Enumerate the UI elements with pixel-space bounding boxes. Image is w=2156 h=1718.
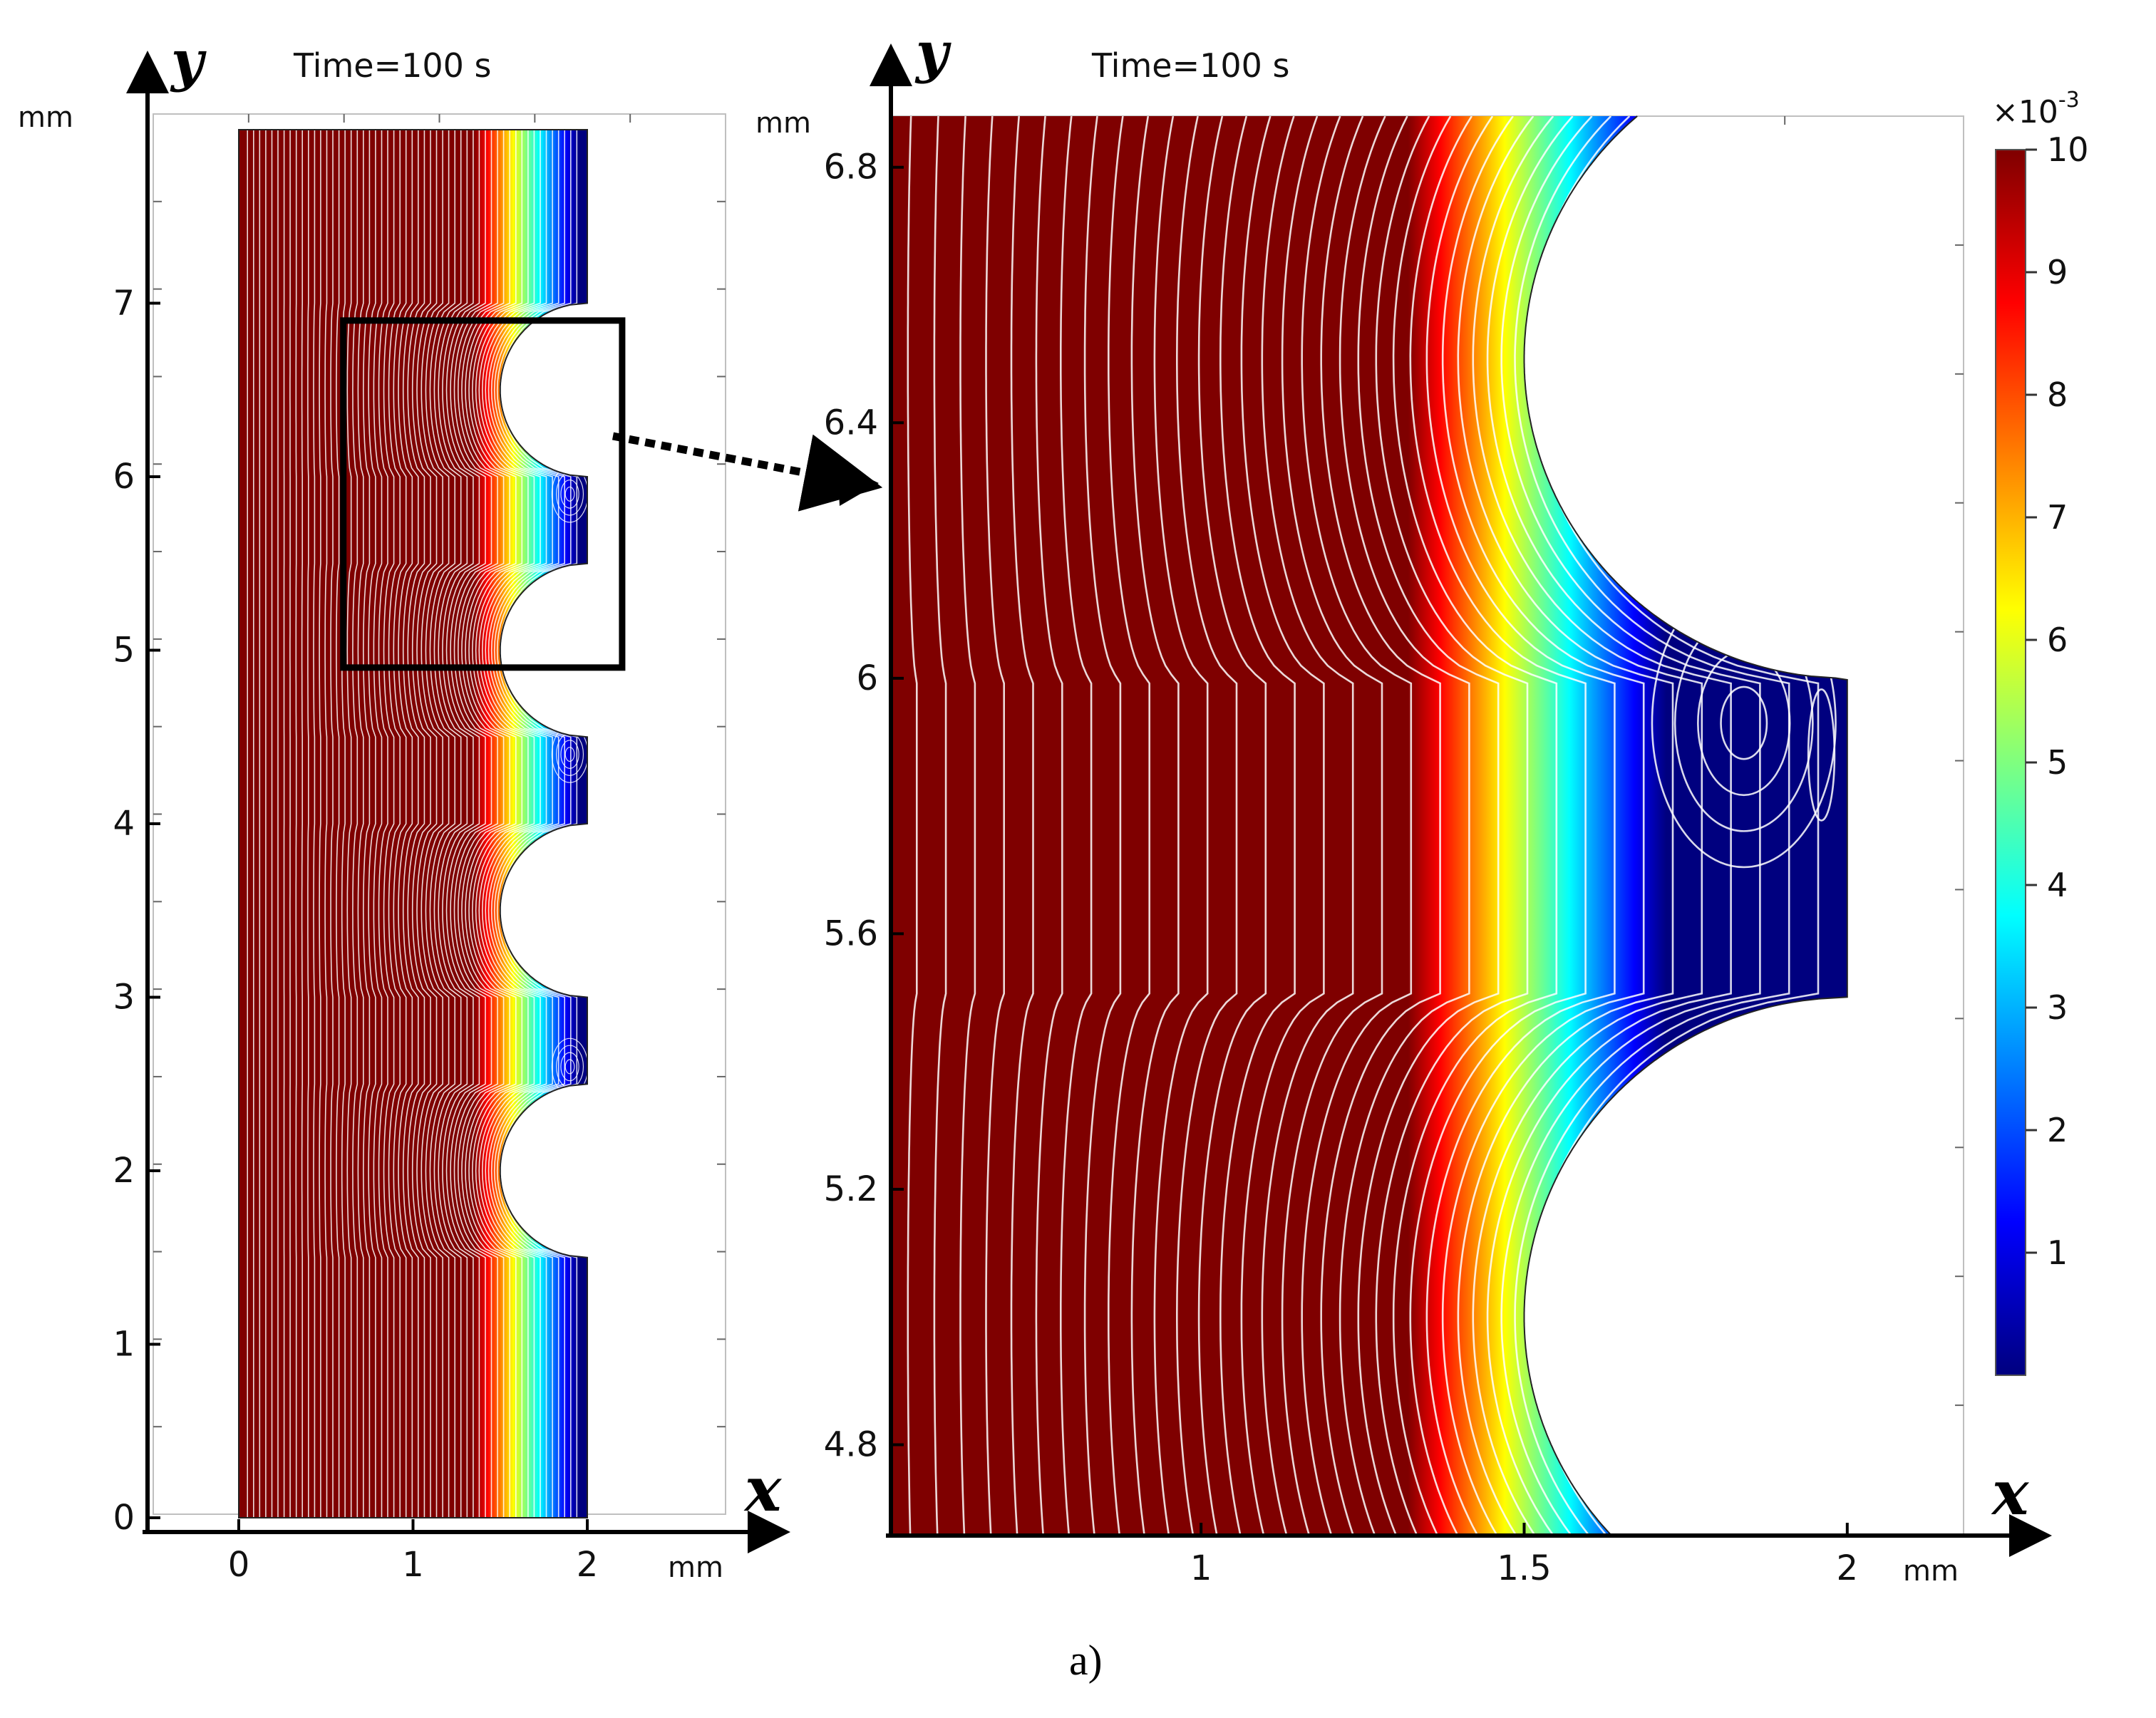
colorbar-tick-label: 7 — [2047, 498, 2068, 537]
x-tick-label: 0 — [228, 1545, 250, 1585]
colorbar-tick-label: 1 — [2047, 1233, 2068, 1272]
x-tick-label: 2 — [577, 1545, 599, 1585]
y-tick-label: 6 — [856, 658, 878, 698]
left-y-ticks: 0 1 2 3 4 5 6 7 — [113, 284, 160, 1538]
left-y-unit: mm — [18, 101, 73, 134]
right-streamlines — [907, 116, 1820, 1534]
right-y-unit: mm — [755, 107, 811, 140]
x-tick-label: 2 — [1837, 1548, 1859, 1588]
y-tick-label: 2 — [113, 1151, 135, 1191]
right-y-axis-var: y — [914, 20, 951, 85]
colorbar-multiplier-exponent: -3 — [2058, 88, 2080, 113]
left-concentration-field — [239, 130, 587, 1518]
y-tick-label: 1 — [113, 1325, 135, 1365]
colorbar: 1 2 3 4 5 6 7 8 9 10 ×10-3 — [1992, 88, 2089, 1376]
colorbar-tick-label: 4 — [2047, 866, 2068, 904]
figure-caption: a) — [1069, 1637, 1103, 1684]
y-tick-label: 3 — [113, 978, 135, 1018]
zoom-arrow — [612, 432, 883, 512]
right-panel: 1 1.5 2 4.85.25.666.46.8 y x mm mm Time=10… — [755, 20, 2052, 1588]
left-x-axis-var: x — [743, 1454, 783, 1526]
y-tick-label: 5.2 — [824, 1169, 878, 1209]
y-tick-label: 6 — [113, 457, 135, 497]
x-tick-label: 1.5 — [1497, 1548, 1551, 1588]
left-streamlines — [247, 130, 578, 1518]
colorbar-tick-label: 5 — [2047, 743, 2068, 782]
colorbar-multiplier: ×10-3 — [1992, 88, 2080, 130]
zoom-box — [340, 317, 626, 671]
colorbar-tick-label: 3 — [2047, 988, 2068, 1027]
x-tick-label: 1 — [1190, 1548, 1212, 1588]
left-panel: 0 1 2 0 1 2 3 4 5 6 7 y x mm mm Time=100 s — [18, 29, 790, 1585]
left-y-axis-var: y — [170, 29, 207, 93]
y-tick-label: 4 — [113, 804, 135, 844]
colorbar-tick-label: 9 — [2047, 253, 2068, 291]
left-x-unit: mm — [668, 1551, 723, 1584]
colorbar-ticks: 1 2 3 4 5 6 7 8 9 10 — [2026, 130, 2089, 1272]
colorbar-tick-label: 8 — [2047, 376, 2068, 414]
y-tick-label: 6.4 — [824, 403, 878, 443]
y-tick-label: 5 — [113, 631, 135, 671]
colorbar-gradient — [1995, 149, 2026, 1376]
x-tick-label: 1 — [402, 1545, 424, 1585]
y-tick-label: 6.8 — [824, 148, 878, 187]
right-domain-outline — [1523, 115, 1848, 1535]
left-title: Time=100 s — [293, 46, 492, 85]
right-y-ticks: 4.8 5.2 5.6 6 6.4 6.8 — [824, 148, 904, 1465]
y-tick-label: 5.6 — [824, 914, 878, 953]
right-x-ticks: 1 1.5 2 — [1190, 1523, 1858, 1588]
left-domain — [239, 130, 587, 1518]
left-frame-ticks — [153, 114, 726, 1428]
left-x-ticks: 0 1 2 — [228, 1519, 599, 1585]
y-tick-label: 4.8 — [824, 1425, 878, 1465]
colorbar-tick-label: 6 — [2047, 621, 2068, 659]
colorbar-tick-label: 2 — [2047, 1111, 2068, 1149]
zoom-arrow-head — [837, 463, 879, 506]
colorbar-tick-label: 10 — [2047, 130, 2089, 169]
right-concentration-field — [891, 116, 1847, 1534]
right-domain — [891, 116, 1847, 1534]
y-tick-label: 0 — [113, 1498, 135, 1538]
colorbar-multiplier-base: ×10 — [1992, 94, 2058, 130]
left-domain-outline — [238, 129, 588, 1518]
right-x-axis-var: x — [1991, 1457, 2030, 1529]
right-title: Time=100 s — [1091, 46, 1290, 85]
right-x-unit: mm — [1903, 1555, 1959, 1588]
y-tick-label: 7 — [113, 284, 135, 324]
